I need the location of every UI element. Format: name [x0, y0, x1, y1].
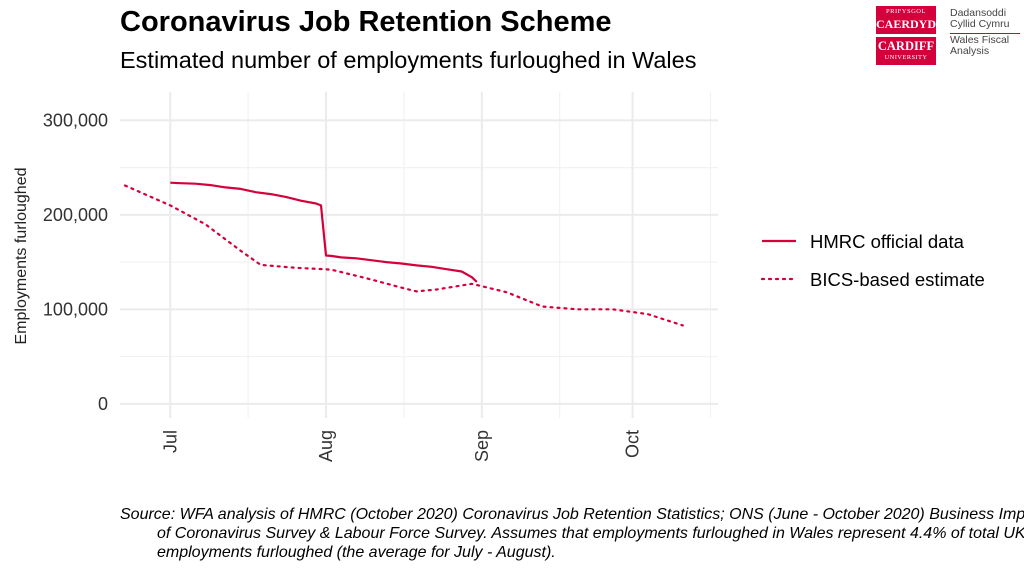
- y-tick-label: 200,000: [43, 205, 108, 225]
- logo-welsh-line2: Cyllid Cymru: [950, 18, 1010, 30]
- minor-gridlines: [120, 92, 718, 418]
- cardiff-university-logo: PRIFYSGOL CAERDYDD CARDIFF UNIVERSITY Da…: [876, 6, 1021, 65]
- logo-english-name: Wales Fiscal Analysis: [950, 35, 1009, 57]
- x-tick-label: Aug: [316, 430, 336, 462]
- chart-subtitle: Estimated number of employments furlough…: [120, 47, 697, 73]
- logo-welsh-name: Dadansoddi Cyllid Cymru: [950, 8, 1010, 30]
- y-axis: 0 100,000 200,000 300,000: [43, 110, 108, 413]
- y-tick-label: 0: [98, 394, 108, 414]
- source-note: Source: WFA analysis of HMRC (October 20…: [120, 506, 1024, 561]
- major-gridlines: [120, 92, 718, 418]
- logo-english-line1: Wales Fiscal: [950, 34, 1010, 46]
- x-tick-label: Jul: [160, 430, 180, 453]
- logo-cardiff-text: CARDIFF: [877, 39, 935, 53]
- logo-box-caerdydd: PRIFYSGOL CAERDYDD: [876, 6, 945, 34]
- y-tick-label: 300,000: [43, 110, 108, 130]
- legend-label-hmrc: HMRC official data: [810, 231, 965, 252]
- y-tick-label: 100,000: [43, 299, 108, 319]
- logo-caerdydd-text: CAERDYDD: [876, 16, 945, 31]
- logo-divider: [950, 33, 1020, 34]
- chart-title: Coronavirus Job Retention Scheme: [120, 6, 612, 38]
- legend: HMRC official data BICS-based estimate: [760, 231, 985, 290]
- logo-english-line2: Analysis: [950, 45, 990, 57]
- logo-university-text: UNIVERSITY: [884, 53, 928, 61]
- x-tick-label: Oct: [623, 430, 643, 458]
- bics-estimate-line: [123, 184, 684, 327]
- logo-box-cardiff: CARDIFF UNIVERSITY: [876, 37, 936, 65]
- x-axis: Jul Aug Sep Oct: [160, 430, 642, 462]
- y-axis-label: Employments furloughed: [13, 168, 30, 345]
- logo-welsh-line1: Dadansoddi: [950, 7, 1007, 19]
- logo-prifysgol-text: PRIFYSGOL: [886, 8, 926, 15]
- x-tick-label: Sep: [472, 430, 492, 462]
- hmrc-official-line: [170, 181, 478, 283]
- legend-label-bics: BICS-based estimate: [810, 269, 985, 290]
- series-layer: [123, 181, 684, 327]
